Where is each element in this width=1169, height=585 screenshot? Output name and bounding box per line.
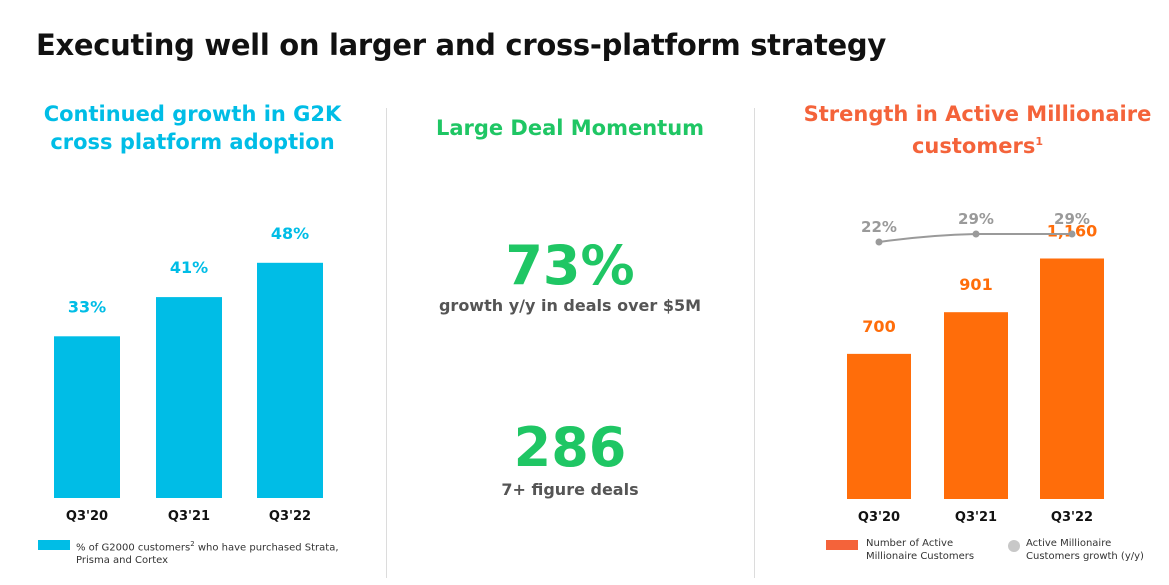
x-tick-label-1: Q3'21 xyxy=(955,510,997,525)
stat1-label: growth y/y in deals over $5M xyxy=(438,296,702,315)
g2k-bar-chart: 33% Q3'20 41% Q3'21 48% Q3'22 xyxy=(54,224,323,524)
right-legend-bar-line1: Number of Active xyxy=(866,538,954,549)
growth-point-0 xyxy=(875,238,883,246)
growth-point-1 xyxy=(972,230,980,238)
stat2-label: 7+ figure deals xyxy=(501,480,639,499)
bar-value-label-1: 901 xyxy=(959,275,992,294)
bar-0 xyxy=(54,336,120,498)
bar-value-label-0: 33% xyxy=(68,297,106,316)
divider-left xyxy=(386,108,387,578)
stat2-value: 286 xyxy=(513,416,627,479)
divider-right xyxy=(754,108,755,578)
x-tick-label-0: Q3'20 xyxy=(66,509,108,524)
middle-panel-title: Large Deal Momentum xyxy=(435,116,705,140)
legend-swatch-blue xyxy=(38,540,70,550)
left-panel-title-line2: cross platform adoption xyxy=(50,130,335,154)
right-panel-title-sup: 1 xyxy=(1035,135,1043,148)
bar-2 xyxy=(1040,258,1104,499)
bar-value-label-2: 48% xyxy=(271,224,309,243)
right-panel-title-line1: Strength in Active Millionaire xyxy=(803,102,1152,126)
left-legend-text: % of G2000 customers2 who have purchased… xyxy=(76,538,366,567)
right-legend-line-text: Active Millionaire Customers growth (y/y… xyxy=(1026,537,1166,563)
left-panel-title-line1: Continued growth in G2K xyxy=(43,102,342,126)
bar-1 xyxy=(944,312,1008,499)
left-legend-part2: who have purchased Strata, Prisma and Co… xyxy=(76,542,339,567)
bar-value-label-0: 700 xyxy=(862,317,895,336)
page-title: Executing well on larger and cross-platf… xyxy=(36,28,886,62)
stat1-value: 73% xyxy=(505,234,635,297)
left-legend-sup: 2 xyxy=(190,540,195,548)
x-tick-label-2: Q3'22 xyxy=(269,509,311,524)
right-legend-bar-text: Number of Active Millionaire Customers xyxy=(866,537,996,563)
bar-0 xyxy=(847,353,911,499)
x-tick-label-1: Q3'21 xyxy=(168,509,210,524)
bar-1 xyxy=(156,297,222,498)
x-tick-label-2: Q3'22 xyxy=(1051,510,1093,525)
growth-point-2 xyxy=(1068,230,1076,238)
growth-label-0: 22% xyxy=(861,218,897,236)
left-panel-title: Continued growth in G2K cross platform a… xyxy=(20,100,365,156)
left-legend-part1: % of G2000 customers xyxy=(76,542,191,554)
x-tick-label-0: Q3'20 xyxy=(858,510,900,525)
right-panel-title-line2: customers xyxy=(911,134,1036,158)
right-panel-title: Strength in Active Millionaire customers… xyxy=(790,100,1165,160)
right-legend-line-line2: Customers growth (y/y) xyxy=(1026,551,1144,562)
growth-label-2: 29% xyxy=(1054,210,1090,228)
right-legend-bar-line2: Millionaire Customers xyxy=(866,551,975,562)
right-legend-line-line1: Active Millionaire xyxy=(1026,538,1112,549)
legend-swatch-orange xyxy=(826,540,858,550)
growth-label-1: 29% xyxy=(958,210,994,228)
bar-value-label-1: 41% xyxy=(170,258,208,277)
legend-swatch-gray-dot xyxy=(1008,540,1020,552)
bar-2 xyxy=(257,262,323,498)
